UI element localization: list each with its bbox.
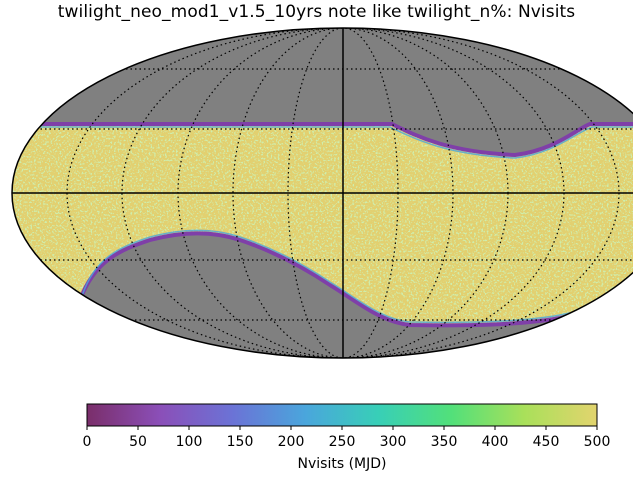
- colorbar-gradient: [86, 403, 598, 427]
- colorbar-ticks: 0 50 100 150 200 250 300 350 400 450 500: [83, 426, 611, 450]
- colorbar-tick-label: 350: [431, 434, 458, 450]
- colorbar-tick-label: 250: [329, 434, 356, 450]
- coverage-region: [12, 124, 633, 326]
- plot-title: twilight_neo_mod1_v1.5_10yrs note like t…: [57, 2, 576, 22]
- map-outline: [11, 27, 633, 359]
- colorbar-tick-label: 200: [278, 434, 305, 450]
- colorbar-tick-label: 400: [482, 434, 509, 450]
- colorbar-tick-label: 150: [227, 434, 254, 450]
- colorbar-label: Nvisits (MJD): [297, 456, 387, 472]
- colorbar-tick-label: 450: [533, 434, 560, 450]
- colorbar-tick-label: 50: [129, 434, 147, 450]
- colorbar-tick-label: 0: [83, 434, 92, 450]
- colorbar-tick-label: 300: [380, 434, 407, 450]
- coverage-edge-south-glow: [81, 229, 633, 324]
- coverage-edge-north: [12, 122, 633, 158]
- coverage-edge-north-glow: [12, 126, 633, 159]
- colorbar-tick-label: 500: [584, 434, 611, 450]
- colorbar-tick-label: 100: [176, 434, 203, 450]
